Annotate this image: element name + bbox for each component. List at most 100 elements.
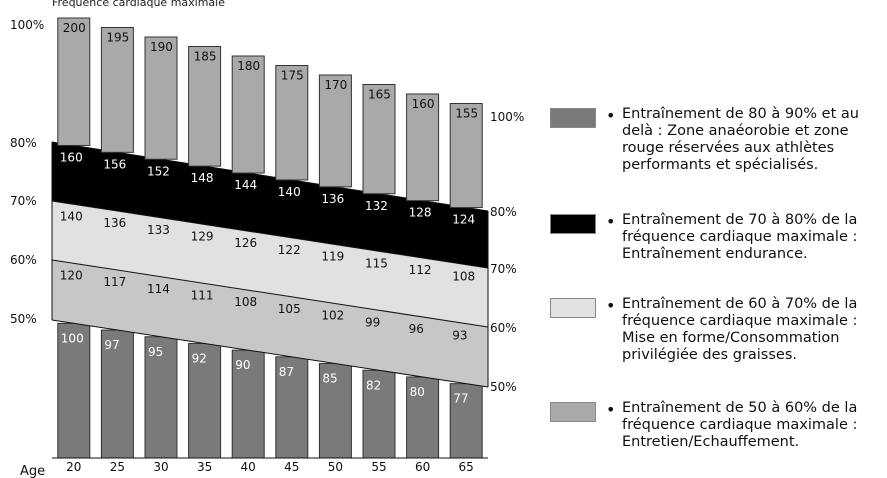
zone-value-label: 96 bbox=[409, 322, 424, 336]
legend-swatch bbox=[550, 108, 596, 128]
left-axis-label: 80% bbox=[10, 136, 37, 150]
top-bar bbox=[275, 65, 309, 181]
x-tick-label: 65 bbox=[459, 460, 474, 474]
band-edge-70 bbox=[51, 200, 489, 269]
top-bar bbox=[57, 17, 91, 146]
left-axis-label: 70% bbox=[10, 194, 37, 208]
top-bar bbox=[100, 27, 134, 153]
top-bar bbox=[144, 36, 178, 160]
bullet-icon: • bbox=[606, 296, 616, 315]
zone-value-label: 92 bbox=[192, 352, 207, 366]
zone-value-label: 132 bbox=[365, 199, 388, 213]
zone-value-label: 108 bbox=[452, 270, 475, 284]
heart-rate-zone-chart: Fréquence cardiaque maximale 200 195 190 18… bbox=[10, 0, 524, 478]
x-tick-label: 50 bbox=[328, 460, 343, 474]
zone-value-label: 152 bbox=[147, 164, 170, 178]
zone-value-label: 122 bbox=[278, 243, 301, 257]
zone-value-label: 128 bbox=[409, 206, 432, 220]
top-bar bbox=[406, 93, 440, 202]
band-70-60 bbox=[52, 201, 488, 327]
bottom-bar bbox=[275, 356, 309, 459]
x-tick-label: 60 bbox=[415, 460, 430, 474]
x-tick-label: 55 bbox=[371, 460, 386, 474]
zone-value-label: 156 bbox=[103, 157, 126, 171]
chart-title: Fréquence cardiaque maximale bbox=[52, 0, 225, 9]
right-axis-label: 70% bbox=[490, 262, 517, 276]
zone-value-label: 77 bbox=[453, 392, 468, 406]
x-tick-label: 35 bbox=[197, 460, 212, 474]
right-axis-label: 50% bbox=[490, 380, 517, 394]
zone-value-label: 115 bbox=[365, 256, 388, 270]
top-bar bbox=[362, 84, 396, 195]
zone-value-label: 120 bbox=[60, 268, 83, 282]
right-axis-label: 60% bbox=[490, 321, 517, 335]
zone-value-label: 126 bbox=[234, 236, 257, 250]
band-edge-50 bbox=[51, 319, 489, 388]
bullet-icon: • bbox=[606, 212, 616, 231]
zone-value-label: 133 bbox=[147, 223, 170, 237]
bottom-bar bbox=[449, 383, 483, 459]
zone-value-label: 112 bbox=[409, 263, 432, 277]
legend-text: Entraînement de 70 à 80% de la fréquence… bbox=[622, 212, 858, 262]
zone-value-label: 124 bbox=[452, 213, 475, 227]
zone-value-label: 82 bbox=[366, 378, 381, 392]
max-hr-label: 155 bbox=[455, 107, 478, 121]
zone-value-label: 99 bbox=[365, 315, 380, 329]
zone-value-label: 140 bbox=[278, 185, 301, 199]
bullet-icon: • bbox=[606, 400, 616, 419]
legend-text: Entraînement de 80 à 90% et au delà : Zo… bbox=[622, 106, 859, 173]
max-hr-label: 195 bbox=[106, 31, 129, 45]
zone-value-label: 129 bbox=[191, 230, 214, 244]
band-80-70 bbox=[52, 142, 488, 268]
legend-swatch bbox=[550, 298, 596, 318]
zone-value-label: 114 bbox=[147, 282, 170, 296]
zone-value-label: 148 bbox=[191, 171, 214, 185]
x-tick-label: 25 bbox=[110, 460, 125, 474]
zone-value-label: 111 bbox=[191, 289, 214, 303]
max-hr-label: 160 bbox=[412, 97, 435, 111]
zone-value-label: 144 bbox=[234, 178, 257, 192]
zone-value-label: 105 bbox=[278, 302, 301, 316]
top-bar bbox=[449, 103, 483, 209]
zone-value-label: 97 bbox=[104, 338, 119, 352]
left-axis-label: 50% bbox=[10, 312, 37, 326]
x-tick-label: 30 bbox=[153, 460, 168, 474]
top-bar bbox=[188, 46, 222, 167]
max-hr-label: 170 bbox=[324, 78, 347, 92]
zone-value-label: 102 bbox=[321, 309, 344, 323]
zone-value-label: 108 bbox=[234, 295, 257, 309]
right-axis-label: 100% bbox=[490, 110, 524, 124]
zone-value-label: 85 bbox=[322, 372, 337, 386]
legend-swatch bbox=[550, 214, 596, 234]
zone-value-label: 100 bbox=[61, 331, 84, 345]
max-hr-label: 190 bbox=[150, 40, 173, 54]
zone-value-label: 160 bbox=[60, 151, 83, 165]
right-axis-label: 80% bbox=[490, 205, 517, 219]
x-axis-label: Age bbox=[20, 464, 45, 478]
legend-text: Entraînement de 60 à 70% de la fréquence… bbox=[622, 296, 858, 363]
zone-value-label: 117 bbox=[103, 275, 126, 289]
zone-value-label: 119 bbox=[321, 250, 344, 264]
max-hr-label: 175 bbox=[281, 69, 304, 83]
x-tick-label: 45 bbox=[284, 460, 299, 474]
zone-value-label: 90 bbox=[235, 358, 250, 372]
band-60-50 bbox=[52, 260, 488, 387]
max-hr-label: 200 bbox=[63, 21, 86, 35]
x-tick-label: 20 bbox=[66, 460, 81, 474]
bottom-bar bbox=[57, 322, 91, 459]
bullet-icon: • bbox=[606, 106, 616, 125]
band-edge-60 bbox=[51, 259, 489, 328]
bottom-bar bbox=[362, 369, 396, 459]
zone-value-label: 136 bbox=[103, 216, 126, 230]
max-hr-label: 165 bbox=[368, 88, 391, 102]
top-bar bbox=[231, 55, 265, 174]
zone-value-label: 95 bbox=[148, 345, 163, 359]
x-tick-label: 40 bbox=[241, 460, 256, 474]
zone-value-label: 80 bbox=[410, 385, 425, 399]
bottom-bar bbox=[188, 342, 222, 459]
left-axis-label: 100% bbox=[10, 18, 44, 32]
zone-value-label: 87 bbox=[279, 365, 294, 379]
zone-value-label: 93 bbox=[452, 329, 467, 343]
legend-text: Entraînement de 50 à 60% de la fréquence… bbox=[622, 400, 858, 450]
left-axis-label: 60% bbox=[10, 253, 37, 267]
